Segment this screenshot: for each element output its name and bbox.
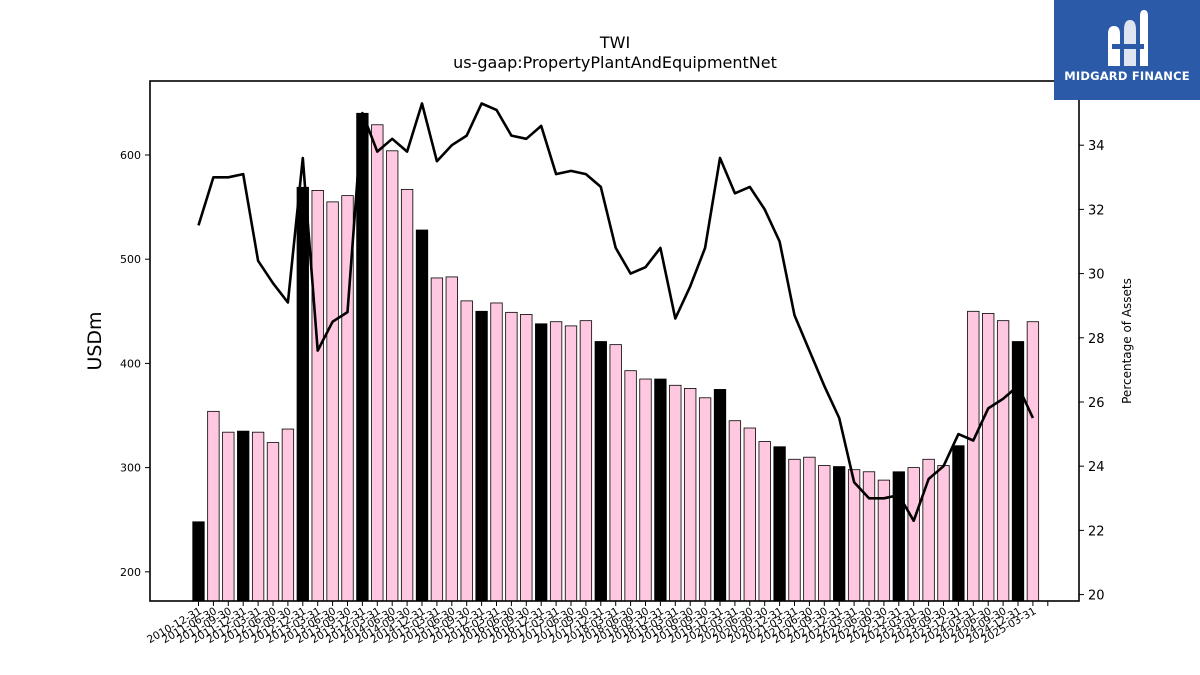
bar xyxy=(535,323,548,602)
bar xyxy=(371,124,384,602)
y2-axis-label: Percentage of Assets xyxy=(1120,278,1134,404)
plot-frame xyxy=(149,80,1080,602)
bar xyxy=(833,466,846,602)
percentage-line-path xyxy=(197,102,1035,523)
bar xyxy=(296,186,309,602)
bar xyxy=(609,344,622,602)
logo-text: MIDGARD FINANCE xyxy=(1064,69,1190,83)
percentage-line xyxy=(197,102,1035,523)
bar xyxy=(579,320,593,602)
midgard-logo-icon xyxy=(1108,10,1148,66)
bar xyxy=(222,431,235,602)
y2-tick-label: 26 xyxy=(1088,396,1105,411)
bar xyxy=(669,384,682,602)
y2-tick-label: 30 xyxy=(1088,268,1105,283)
bar xyxy=(728,420,742,602)
bar xyxy=(684,388,697,602)
bar xyxy=(311,190,324,602)
bar xyxy=(624,370,637,602)
bars xyxy=(192,112,1040,602)
chart-subtitle: us-gaap:PropertyPlantAndEquipmentNet xyxy=(453,53,777,72)
bar xyxy=(400,188,414,602)
y-tick-label: 500 xyxy=(120,253,141,266)
chart-title: TWI xyxy=(599,33,630,52)
bar xyxy=(326,201,339,602)
bar xyxy=(281,428,295,602)
bar xyxy=(862,471,876,602)
bar xyxy=(356,112,369,602)
bar xyxy=(549,321,563,602)
bar xyxy=(743,427,756,602)
bar xyxy=(445,276,458,602)
bar xyxy=(1026,321,1040,602)
y-tick-label: 200 xyxy=(120,566,141,579)
bar xyxy=(847,469,861,602)
bar xyxy=(1011,341,1025,602)
bar xyxy=(266,442,280,602)
bar xyxy=(520,314,533,602)
bar xyxy=(803,456,816,602)
bar xyxy=(475,310,488,602)
bar xyxy=(251,431,265,602)
y2-tick-label: 24 xyxy=(1088,460,1105,475)
bar xyxy=(207,410,220,602)
bar xyxy=(192,521,205,602)
axes: 20030040050060020222426283032342010-12-3… xyxy=(120,80,1105,646)
bar xyxy=(937,465,950,602)
y-axis-label: USDm xyxy=(84,311,106,370)
bar xyxy=(490,302,503,602)
bar xyxy=(594,341,607,602)
y-tick-label: 400 xyxy=(120,357,141,370)
bar xyxy=(788,458,801,602)
bar xyxy=(698,397,712,602)
bar xyxy=(952,445,965,602)
bar xyxy=(713,389,727,602)
bar xyxy=(460,300,473,602)
bar xyxy=(996,320,1010,602)
y-tick-label: 600 xyxy=(120,149,141,162)
bar xyxy=(758,441,771,602)
bar xyxy=(967,310,980,602)
bar xyxy=(892,471,905,602)
y2-tick-label: 20 xyxy=(1088,589,1105,604)
bar xyxy=(505,311,518,602)
bar xyxy=(564,325,578,602)
bar xyxy=(818,465,831,602)
bar xyxy=(654,378,667,602)
y2-tick-label: 34 xyxy=(1088,139,1105,154)
bar xyxy=(639,378,652,602)
bar xyxy=(415,229,429,602)
bar xyxy=(907,467,920,602)
bar xyxy=(773,446,786,602)
bar xyxy=(386,150,399,602)
y2-tick-label: 22 xyxy=(1088,524,1105,539)
bar xyxy=(237,430,250,602)
y2-tick-label: 28 xyxy=(1088,332,1105,347)
y2-tick-label: 32 xyxy=(1088,203,1105,218)
brand-logo: MIDGARD FINANCE xyxy=(1054,0,1200,100)
bar xyxy=(982,312,995,602)
bar xyxy=(430,277,444,602)
y-tick-label: 300 xyxy=(120,462,141,475)
